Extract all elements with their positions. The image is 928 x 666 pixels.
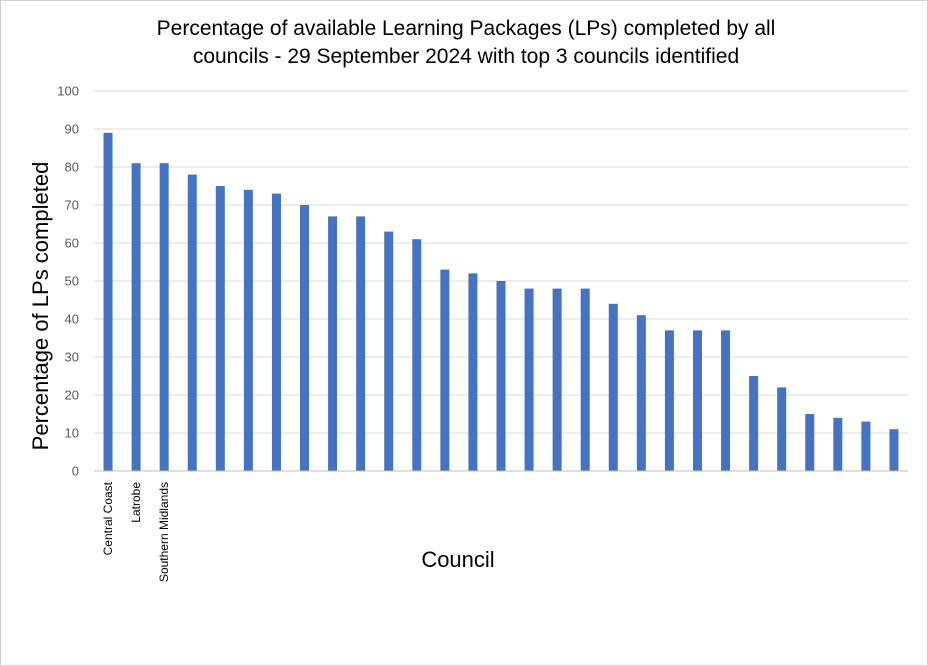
x-tick-label: Central Coast [101,481,115,555]
y-tick-label: 90 [65,122,79,137]
bar [749,376,759,471]
bar [833,417,843,471]
bar [861,421,871,471]
y-tick-label: 50 [65,274,79,289]
bar [440,269,450,471]
bar [131,163,141,471]
bar [271,193,281,471]
bar [187,174,197,471]
bar [412,239,422,471]
bar [159,163,169,471]
bar [524,288,534,471]
bar [777,387,787,471]
bar [608,303,618,471]
x-axis-label: Council [421,547,495,572]
y-tick-label: 100 [57,84,79,99]
bar [692,330,702,471]
bar [636,315,646,471]
bar [328,216,338,471]
bar [805,414,815,471]
x-tick-label: Latrobe [129,482,143,523]
y-tick-label: 0 [72,464,79,479]
y-tick-label: 60 [65,236,79,251]
chart-title: Percentage of available Learning Package… [61,15,871,71]
x-tick-label: Southern Midlands [157,482,171,582]
bar [215,186,225,471]
bar [664,330,674,471]
bar [496,281,506,471]
bar [384,231,394,471]
bar [721,330,731,471]
y-tick-label: 30 [65,350,79,365]
bar [468,273,478,471]
y-tick-label: 10 [65,426,79,441]
y-tick-label: 20 [65,388,79,403]
bar [889,429,899,471]
bar [552,288,562,471]
chart-title-line-2: councils - 29 September 2024 with top 3 … [192,45,740,68]
y-tick-label: 70 [65,198,79,213]
chart-title-line-1: Percentage of available Learning Package… [156,17,776,40]
bar [103,132,113,472]
y-tick-label: 40 [65,312,79,327]
bar [300,205,310,471]
bar [243,189,253,472]
y-tick-label: 80 [65,160,79,175]
bar [580,288,590,471]
bar [356,216,366,471]
